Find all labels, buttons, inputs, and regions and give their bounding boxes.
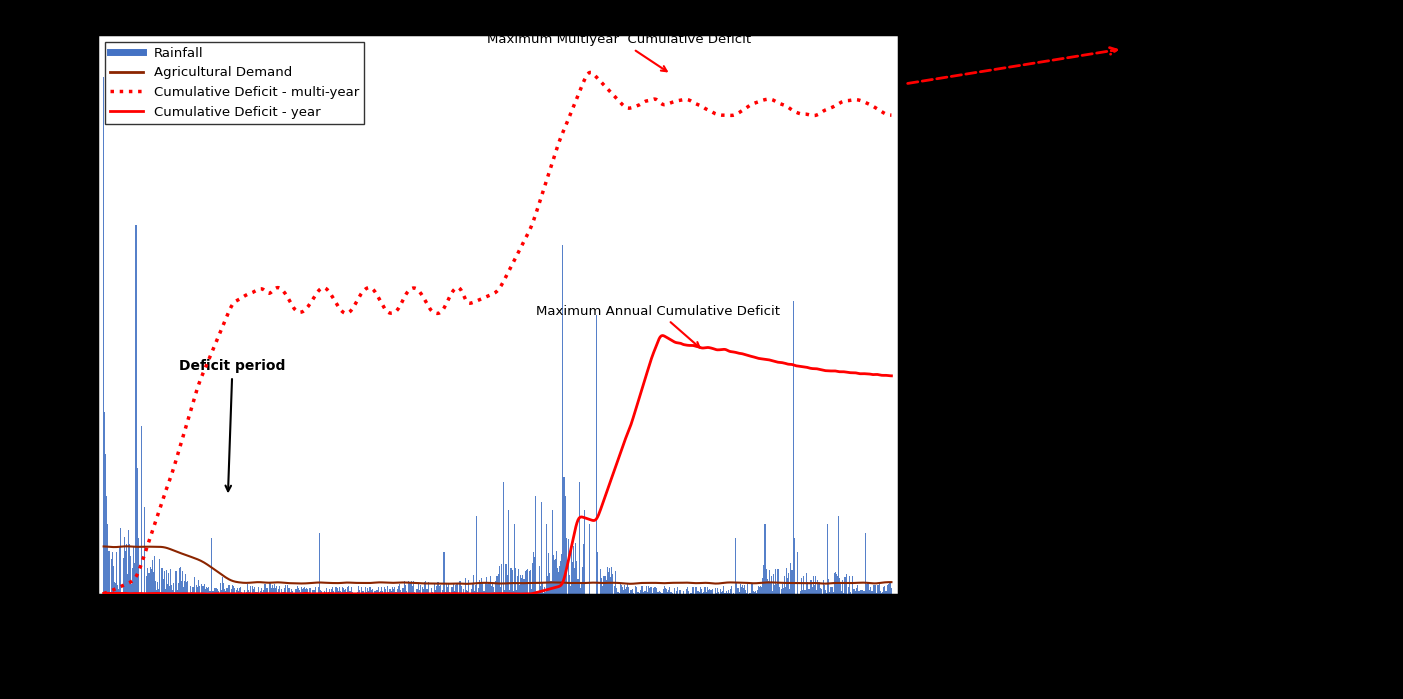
- Text: Deficit period: Deficit period: [180, 359, 286, 491]
- X-axis label: Year: Year: [478, 649, 518, 664]
- Text: Maximum Annual Cumulative Deficit: Maximum Annual Cumulative Deficit: [536, 305, 780, 347]
- Text: Maximum Multiyear  Cumulative Deficit: Maximum Multiyear Cumulative Deficit: [487, 34, 752, 71]
- Legend: Rainfall, Agricultural Demand, Cumulative Deficit - multi-year, Cumulative Defic: Rainfall, Agricultural Demand, Cumulativ…: [105, 41, 365, 124]
- Y-axis label: Supply, Demand: Supply, Demand: [41, 251, 55, 378]
- Y-axis label: Cumulative Deficit: Cumulative Deficit: [934, 243, 948, 387]
